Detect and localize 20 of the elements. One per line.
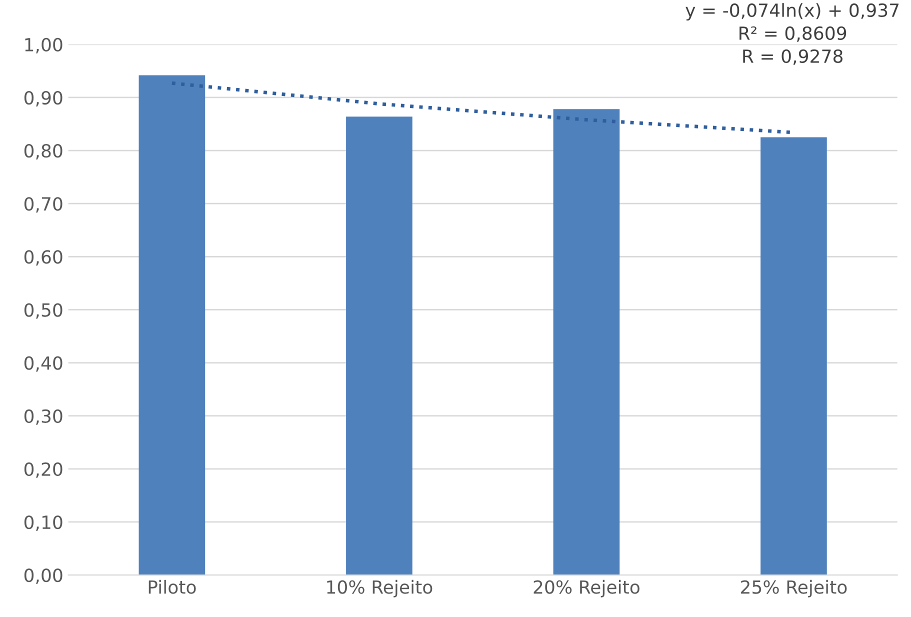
y-tick-label: 0,20	[24, 462, 62, 478]
y-tick-label: 0,00	[24, 568, 62, 584]
y-tick-label: 0,70	[24, 197, 62, 213]
y-tick-label: 0,10	[24, 515, 62, 531]
y-tick-label: 0,30	[24, 409, 62, 425]
y-tick-label: 0,90	[24, 90, 62, 106]
bar	[346, 116, 412, 576]
x-tick-label: Piloto	[148, 580, 196, 594]
y-tick-label: 0,40	[24, 356, 62, 372]
bar	[760, 137, 827, 576]
bar	[138, 75, 206, 576]
annotation: y = -0,074ln(x) + 0,937 R² = 0,8609 R = 0,9278	[686, 3, 899, 65]
bar	[553, 109, 620, 576]
y-tick-label: 0,50	[24, 303, 62, 319]
x-tick-label: 10% Rejeito	[327, 580, 432, 598]
y-tick-label: 0,80	[24, 144, 62, 160]
y-tick-label: 1,00	[25, 38, 62, 54]
x-tick-label: 25% Rejeito	[741, 580, 847, 598]
y-tick-label: 0,60	[24, 250, 62, 266]
x-tick-label: 20% Rejeito	[534, 580, 640, 598]
